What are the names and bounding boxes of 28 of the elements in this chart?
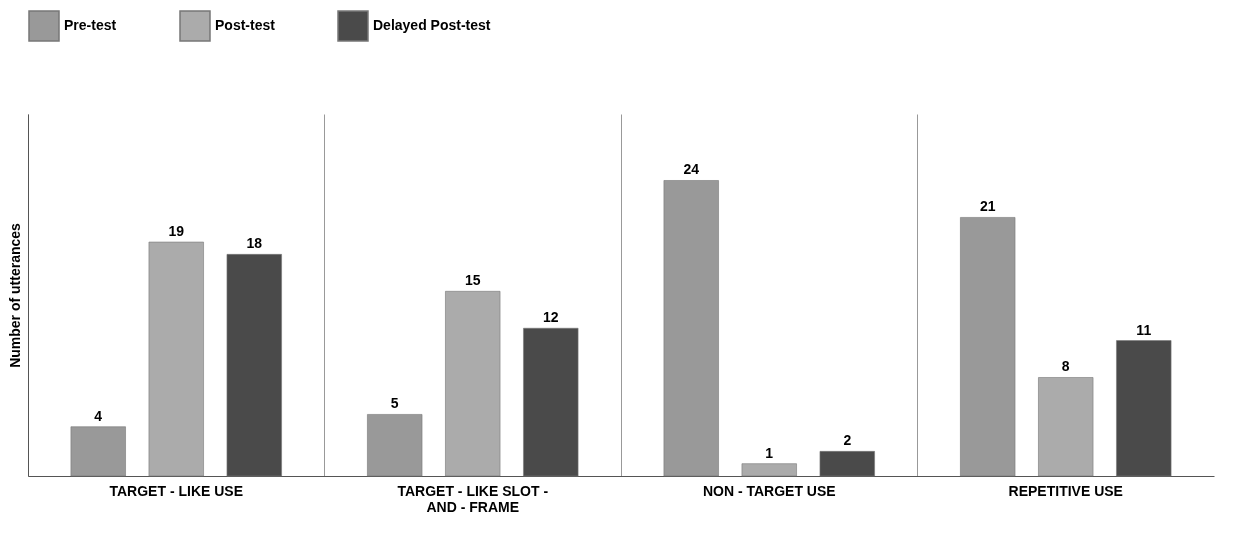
bar — [148, 241, 204, 477]
data-label: 1 — [765, 444, 774, 461]
x-tick-label: TARGET - LIKE USE — [109, 482, 244, 499]
data-label: 8 — [1061, 358, 1070, 375]
data-label: 2 — [843, 432, 852, 449]
bar — [70, 426, 126, 477]
bar — [741, 463, 797, 477]
bar — [960, 217, 1016, 477]
legend-label: Post-test — [215, 17, 276, 33]
data-label: 4 — [94, 407, 103, 424]
bar — [445, 291, 501, 477]
x-tick-label: TARGET - LIKE SLOT - AND - FRAME — [397, 482, 549, 515]
bar — [367, 414, 423, 477]
x-tick-label: NON - TARGET USE — [702, 482, 836, 499]
data-label: 12 — [542, 309, 559, 326]
data-label: 15 — [464, 272, 481, 289]
data-label: 11 — [1136, 321, 1152, 338]
bar — [1038, 377, 1094, 477]
y-axis-title: Number of utterances — [6, 222, 23, 368]
legend-label: Pre-test — [64, 17, 117, 33]
data-label: 19 — [168, 223, 185, 240]
legend-label: Delayed Post-test — [373, 17, 491, 33]
data-label: 24 — [683, 161, 700, 178]
data-label: 21 — [979, 198, 996, 215]
x-tick-label: REPETITIVE USE — [1008, 482, 1123, 499]
bar — [663, 180, 719, 477]
data-label: 5 — [390, 395, 399, 412]
data-label: 18 — [246, 235, 263, 252]
